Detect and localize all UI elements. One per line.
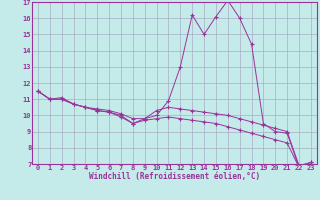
X-axis label: Windchill (Refroidissement éolien,°C): Windchill (Refroidissement éolien,°C) [89,172,260,181]
